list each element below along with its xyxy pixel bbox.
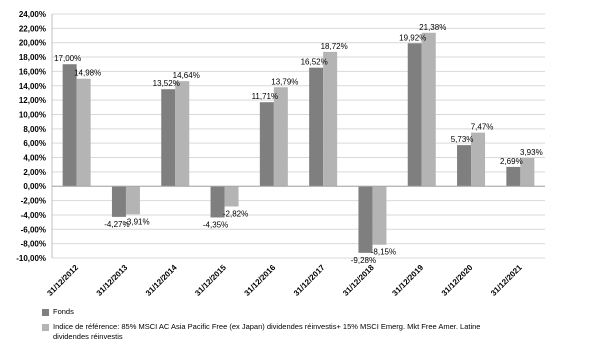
data-labels: 17,00% 14,98% -4,27%-3,91% 13,52%14,64% -4,3… — [54, 23, 543, 265]
y-axis: 24,00% 22,00% 20,00% 18,00% 16,00% 14,00% 12,0… — [16, 10, 53, 263]
data-label: 5,73% — [451, 135, 474, 144]
y-tick-label: 16,00% — [19, 67, 46, 76]
x-tick-label: 31/12/2018 — [341, 263, 376, 298]
bars — [62, 32, 535, 253]
data-label: 14,98% — [74, 69, 101, 78]
y-tick-label: 0,00% — [23, 182, 46, 191]
y-tick-label: -8,00% — [21, 240, 46, 249]
bar — [224, 186, 239, 207]
bar — [421, 32, 436, 187]
data-label: 18,72% — [321, 42, 348, 51]
y-tick-label: 2,00% — [23, 168, 46, 177]
x-tick-label: 31/12/2021 — [489, 263, 524, 298]
y-tick-label: 4,00% — [23, 154, 46, 163]
data-label: -2,82% — [223, 209, 248, 218]
legend-swatch-fonds — [42, 309, 49, 316]
y-tick-label: -2,00% — [21, 197, 46, 206]
bar — [259, 102, 274, 187]
y-tick-label: 10,00% — [19, 110, 46, 119]
y-tick-label: 12,00% — [19, 96, 46, 105]
legend-label-indice-line2: dividendes réinvestis — [53, 332, 123, 341]
y-tick-label: 18,00% — [19, 53, 46, 62]
bar — [111, 186, 126, 217]
x-tick-label: 31/12/2014 — [144, 263, 179, 298]
bar — [125, 186, 140, 215]
bar — [372, 186, 387, 245]
data-label: 13,52% — [153, 79, 180, 88]
data-label: 21,38% — [419, 23, 446, 32]
bar — [407, 43, 422, 187]
data-label: -3,91% — [124, 217, 149, 226]
data-label: 11,71% — [252, 92, 279, 101]
legend-item-fonds: Fonds — [42, 307, 582, 317]
y-tick-label: -4,00% — [21, 211, 46, 220]
data-label: 19,92% — [399, 33, 426, 42]
bar — [175, 81, 190, 187]
data-label: 3,93% — [520, 148, 543, 157]
y-tick-label: 8,00% — [23, 125, 46, 134]
data-label: -4,35% — [203, 220, 228, 229]
y-tick-label: 24,00% — [19, 10, 46, 19]
legend-swatch-indice — [42, 324, 49, 331]
bar — [273, 87, 288, 187]
x-tick-label: 31/12/2016 — [243, 263, 278, 298]
bar — [471, 132, 486, 187]
data-label: 13,79% — [271, 77, 298, 86]
y-tick-label: 20,00% — [19, 39, 46, 48]
bar — [76, 78, 91, 187]
data-label: 17,00% — [54, 54, 81, 63]
x-tick-label: 31/12/2012 — [45, 263, 80, 298]
data-label: -8,15% — [371, 248, 396, 257]
y-tick-label: -6,00% — [21, 225, 46, 234]
x-tick-label: 31/12/2013 — [95, 263, 130, 298]
x-tick-label: 31/12/2019 — [390, 263, 425, 298]
bar — [161, 89, 176, 187]
y-tick-label: 6,00% — [23, 139, 46, 148]
data-label: -9,28% — [351, 256, 376, 265]
bar — [62, 64, 77, 187]
y-tick-label: 14,00% — [19, 82, 46, 91]
data-label: 14,64% — [173, 71, 200, 80]
x-tick-label: 31/12/2017 — [292, 263, 327, 298]
x-tick-label: 31/12/2015 — [193, 263, 228, 298]
bar-chart: 24,00% 22,00% 20,00% 18,00% 16,00% 14,00% 12,0… — [16, 10, 545, 298]
legend-item-indice: Indice de référence: 85% MSCI AC Asia Pa… — [42, 322, 582, 342]
data-label: 2,69% — [500, 157, 523, 166]
bar — [520, 158, 535, 187]
y-tick-label: -10,00% — [16, 254, 46, 263]
bar — [457, 145, 472, 187]
legend-label-fonds: Fonds — [53, 307, 74, 316]
data-label: 7,47% — [471, 123, 494, 132]
legend-label-indice-line1: Indice de référence: 85% MSCI AC Asia Pa… — [53, 322, 481, 331]
bar — [323, 51, 338, 187]
bar — [506, 166, 521, 187]
bar — [210, 186, 225, 218]
bar — [309, 67, 324, 187]
x-tick-label: 31/12/2020 — [440, 263, 475, 298]
data-label: 16,52% — [301, 58, 328, 67]
data-label: -4,27% — [104, 220, 129, 229]
bar — [358, 186, 373, 253]
y-tick-label: 22,00% — [19, 24, 46, 33]
